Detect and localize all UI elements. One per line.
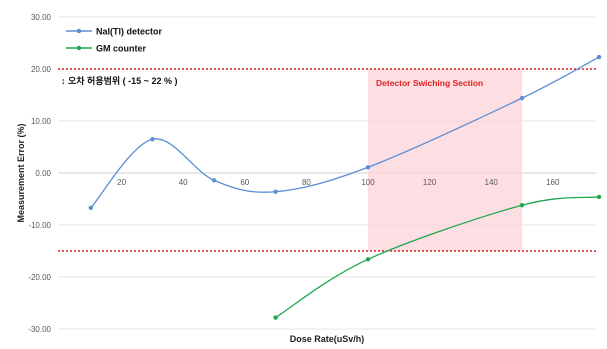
legend-label: NaI(Tl) detector <box>96 27 163 37</box>
series-layer <box>88 54 602 320</box>
legend-label: GM counter <box>96 44 146 54</box>
x-tick-label: 40 <box>179 178 188 187</box>
data-point <box>519 95 525 101</box>
tolerance-lines <box>58 68 596 252</box>
switching-section-band <box>368 69 522 251</box>
data-point <box>211 178 217 183</box>
y-tick-labels: 30.00 20.00 10.00 0.00 -10.00 -20.00 -30.00 <box>28 13 51 334</box>
y-tick-label: -10.00 <box>28 221 51 230</box>
x-tick-label: 80 <box>302 178 311 187</box>
data-point <box>88 205 94 211</box>
x-tick-label: 100 <box>361 178 375 187</box>
data-point <box>365 257 371 262</box>
y-tick-label: -30.00 <box>28 325 51 334</box>
x-tick-labels: 20 40 60 80 100 120 140 160 <box>117 178 560 187</box>
data-point <box>596 54 602 60</box>
data-point <box>150 137 155 142</box>
x-tick-label: 160 <box>546 178 560 187</box>
x-tick-label: 120 <box>423 178 437 187</box>
data-point <box>273 315 278 320</box>
y-tick-label: -20.00 <box>28 273 51 282</box>
legend: NaI(Tl) detector GM counter <box>66 27 163 54</box>
y-tick-label: 30.00 <box>31 13 52 22</box>
data-point <box>596 194 602 200</box>
y-tick-label: 10.00 <box>31 117 52 126</box>
y-tick-label: 0.00 <box>35 169 51 178</box>
tolerance-label: ↕ 오차 허용범위 ( -15 ~ 22 % ) <box>61 75 177 86</box>
y-axis-label: Measurement Error (%) <box>16 123 26 222</box>
data-point <box>519 203 525 208</box>
x-tick-label: 140 <box>485 178 499 187</box>
data-point <box>365 165 371 170</box>
legend-swatch-marker <box>76 45 82 51</box>
y-tick-label: 20.00 <box>31 65 52 74</box>
data-point <box>273 189 278 194</box>
legend-swatch-marker <box>76 28 82 34</box>
x-tick-label: 60 <box>240 178 249 187</box>
x-axis-label: Dose Rate(uSv/h) <box>290 334 365 344</box>
series-line-1 <box>275 196 600 319</box>
x-tick-label: 20 <box>117 178 126 187</box>
switching-section-label: Detector Swiching Section <box>376 78 483 88</box>
